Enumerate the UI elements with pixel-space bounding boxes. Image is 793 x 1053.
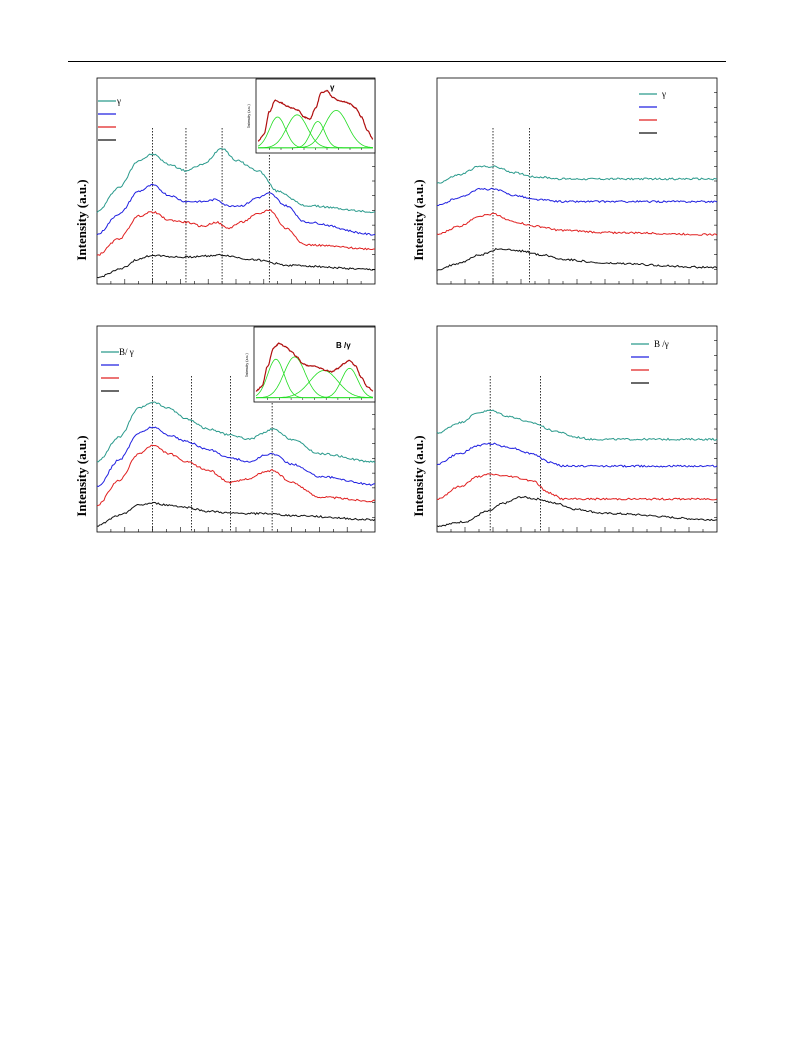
- series-line-blue: [437, 187, 718, 206]
- inset-ylabel: Intensity (a.u.): [246, 104, 251, 128]
- series-line-teal: [436, 165, 718, 184]
- inset-frame: [253, 326, 376, 403]
- chart-panel-1: Intensity (a.u.) γ γ Intensity (a.u.): [70, 70, 380, 290]
- inset-fit-peak-4: [258, 109, 374, 149]
- series-line-red: [96, 209, 375, 256]
- header-rule: [68, 61, 726, 62]
- inset-total-curve: [255, 342, 374, 392]
- series-line-blue: [436, 442, 718, 468]
- series-line-black: [96, 253, 376, 279]
- inset-title: B /γ: [336, 341, 351, 350]
- chart-panel-4: Intensity (a.u.) B /γ: [407, 318, 727, 538]
- chart-panel-2: Intensity (a.u.) γ: [407, 70, 727, 290]
- chart-3-svg: Intensity (a.u.) B/ γ B /γ Intensity (a.…: [74, 325, 376, 533]
- series-line-black: [436, 247, 718, 271]
- legend-label: γ: [116, 96, 121, 106]
- inset-frame: [255, 78, 376, 154]
- series-line-red: [436, 212, 718, 236]
- series-line-blue: [96, 183, 376, 236]
- inset-fit-peak-2: [256, 356, 373, 399]
- inset-total-curve: [257, 89, 374, 142]
- series-line-black: [436, 495, 718, 528]
- series-line-red: [96, 444, 376, 507]
- plot-frame: [436, 77, 718, 285]
- series-line-teal: [97, 401, 376, 464]
- inset-ylabel: Intensity (a.u.): [244, 353, 249, 377]
- chart-panel-3: Intensity (a.u.) B/ γ B /γ Intensity (a.…: [70, 318, 380, 538]
- chart-4-ylabel: Intensity (a.u.): [411, 435, 426, 516]
- inset-fit-peak-4: [256, 367, 374, 399]
- chart-1-ylabel: Intensity (a.u.): [74, 179, 89, 260]
- chart-3-ylabel: Intensity (a.u.): [74, 435, 89, 516]
- series-line-blue: [96, 426, 376, 488]
- chart-4-svg: Intensity (a.u.) B /γ: [411, 325, 718, 533]
- chart-1-svg: Intensity (a.u.) γ γ Intensity (a.u.): [74, 77, 376, 285]
- series-line-teal: [436, 409, 718, 441]
- inset-title: γ: [330, 83, 335, 92]
- series-line-red: [436, 473, 718, 501]
- series-line-teal: [96, 147, 376, 214]
- plot-frame: [436, 325, 718, 533]
- chart-2-svg: Intensity (a.u.) γ: [411, 77, 718, 285]
- legend-label: B /γ: [654, 339, 669, 349]
- series-line-black: [96, 501, 376, 527]
- legend-label: γ: [661, 89, 666, 99]
- legend-label: B/ γ: [119, 347, 134, 357]
- chart-2-ylabel: Intensity (a.u.): [411, 179, 426, 260]
